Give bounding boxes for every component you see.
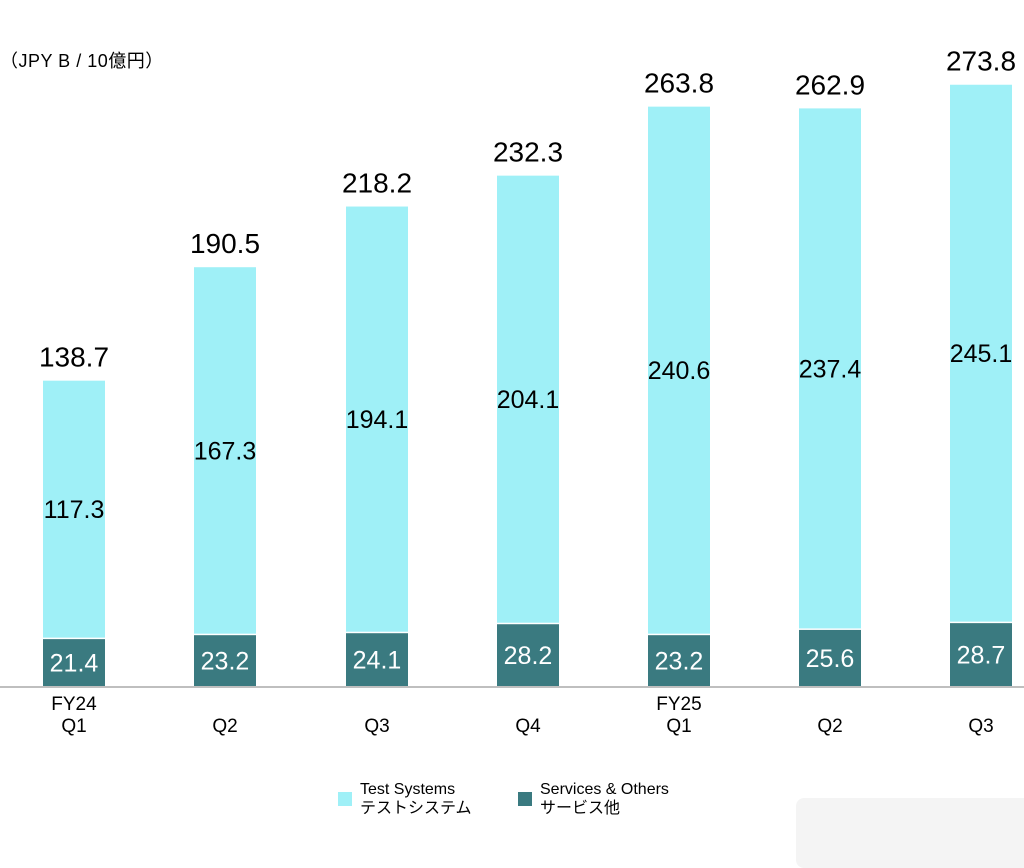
data-label-total: 218.2	[342, 168, 412, 199]
data-label-services-others: 23.2	[201, 648, 250, 676]
data-label-test-systems: 194.1	[346, 406, 409, 434]
data-label-services-others: 24.1	[353, 647, 402, 675]
data-label-services-others: 25.6	[806, 645, 855, 673]
data-label-total: 138.7	[39, 342, 109, 373]
x-tick-label: Q2	[817, 716, 842, 737]
data-label-test-systems: 204.1	[497, 386, 560, 414]
data-label-test-systems: 245.1	[950, 340, 1013, 368]
legend-item-services-others: Services & Others サービス他	[518, 780, 669, 818]
x-tick-label: Q3	[364, 716, 389, 737]
legend-label-services-others: Services & Others サービス他	[540, 781, 669, 817]
x-tick-label: Q4	[515, 716, 541, 737]
data-label-services-others: 28.7	[957, 642, 1006, 670]
data-label-total: 263.8	[644, 68, 714, 99]
data-label-total: 262.9	[795, 69, 865, 100]
data-label-test-systems: 117.3	[44, 496, 105, 524]
stacked-bar-chart: 21.4 117.3 138.7 FY24 Q1 23.2 167.3 190.5 Q2 24.1…	[0, 46, 1024, 737]
unit-label: （JPY B / 10億円）	[0, 51, 164, 71]
data-label-services-others: 21.4	[50, 650, 99, 678]
bar-test-systems	[648, 106, 710, 634]
bar-test-systems	[799, 108, 861, 629]
data-label-total: 232.3	[493, 137, 563, 168]
bar-test-systems	[43, 380, 105, 638]
data-label-test-systems: 240.6	[648, 357, 711, 385]
data-label-test-systems: 167.3	[194, 437, 257, 465]
bar-services-others	[799, 629, 861, 686]
x-tick-label: FY25 Q1	[656, 694, 701, 737]
data-label-total: 273.8	[946, 46, 1016, 77]
legend-label-test-systems: Test Systems テストシステム	[360, 781, 472, 817]
legend-swatch-services-others	[518, 792, 532, 806]
data-label-services-others: 28.2	[504, 642, 553, 670]
bar-services-others	[346, 633, 408, 686]
bar-test-systems	[950, 84, 1012, 622]
data-label-test-systems: 237.4	[799, 355, 862, 383]
data-label-total: 190.5	[190, 228, 260, 259]
bar-services-others	[43, 639, 105, 686]
bar-services-others	[950, 623, 1012, 686]
bar-services-others	[648, 635, 710, 686]
bar-test-systems	[346, 206, 408, 632]
x-tick-label: FY24 Q1	[51, 694, 97, 737]
bar-test-systems	[194, 267, 256, 634]
corner-panel	[796, 798, 1024, 868]
bar-services-others	[194, 635, 256, 686]
x-tick-label: Q3	[968, 716, 993, 737]
legend-swatch-test-systems	[338, 792, 352, 806]
data-label-services-others: 23.2	[655, 648, 704, 676]
bar-services-others	[497, 624, 559, 686]
legend-item-test-systems: Test Systems テストシステム	[338, 780, 472, 818]
bar-test-systems	[497, 175, 559, 623]
x-tick-label: Q2	[212, 716, 237, 737]
